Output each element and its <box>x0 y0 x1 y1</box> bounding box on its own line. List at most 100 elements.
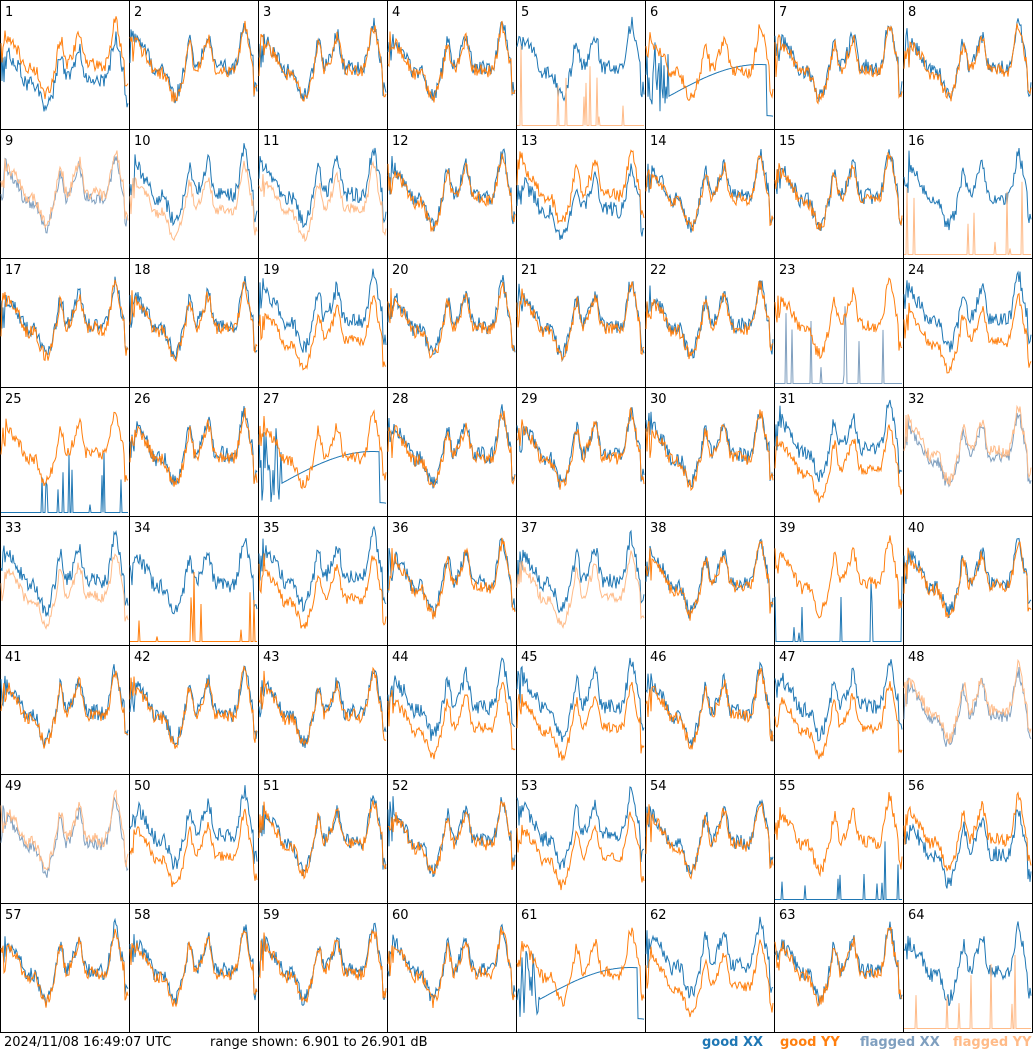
panel-label: 29 <box>521 392 538 407</box>
panel-label: 63 <box>779 908 796 923</box>
series-xx <box>387 20 516 101</box>
series-yy <box>645 280 774 360</box>
panel-15: 15 <box>774 129 904 259</box>
panel-label: 19 <box>263 263 280 278</box>
panel-label: 24 <box>908 263 925 278</box>
series-yy <box>387 281 516 359</box>
panel-label: 36 <box>392 521 409 536</box>
panel-17: 17 <box>0 258 130 388</box>
series-yy <box>904 954 1031 1029</box>
series-xx <box>645 538 774 619</box>
panel-label: 56 <box>908 779 925 794</box>
series-yy <box>258 25 387 102</box>
series-yy <box>387 410 516 489</box>
panel-51: 51 <box>258 774 388 904</box>
panel-label: 47 <box>779 650 796 665</box>
panel-53: 53 <box>516 774 646 904</box>
panel-label: 52 <box>392 779 409 794</box>
series-yy <box>258 666 387 747</box>
panel-label: 3 <box>263 5 271 20</box>
panel-6: 6 <box>645 0 775 130</box>
series-xx <box>645 411 774 488</box>
panel-62: 62 <box>645 903 775 1033</box>
series-yy <box>387 537 516 620</box>
series-xx <box>0 917 129 1007</box>
panel-label: 21 <box>521 263 538 278</box>
series-xx <box>516 529 645 614</box>
series-yy <box>516 281 645 363</box>
panel-11: 11 <box>258 129 388 259</box>
series-yy <box>904 181 1031 255</box>
panel-5: 5 <box>516 0 646 130</box>
legend-flagged-yy: flagged YY <box>953 1035 1032 1050</box>
series-yy <box>774 535 903 619</box>
panel-label: 59 <box>263 908 280 923</box>
panel-24: 24 <box>903 258 1033 388</box>
series-xx <box>775 306 902 384</box>
series-xx <box>1 452 128 513</box>
series-yy <box>129 808 258 888</box>
series-xx <box>0 31 129 112</box>
panel-label: 35 <box>263 521 280 536</box>
panel-43: 43 <box>258 645 388 775</box>
series-yy <box>903 292 1032 374</box>
panel-60: 60 <box>387 903 517 1033</box>
series-yy <box>516 927 645 1007</box>
panel-16: 16 <box>903 129 1033 259</box>
series-xx <box>775 841 902 900</box>
panel-41: 41 <box>0 645 130 775</box>
panel-label: 57 <box>5 908 22 923</box>
panel-label: 11 <box>263 134 280 149</box>
panel-label: 44 <box>392 650 409 665</box>
series-xx <box>516 657 645 743</box>
series-yy <box>130 571 257 642</box>
panel-50: 50 <box>129 774 259 904</box>
panel-34: 34 <box>129 516 259 646</box>
panel-label: 46 <box>650 650 667 665</box>
panel-label: 27 <box>263 392 280 407</box>
series-yy <box>903 658 1032 745</box>
series-yy <box>774 152 903 231</box>
panel-26: 26 <box>129 387 259 517</box>
panel-46: 46 <box>645 645 775 775</box>
panel-label: 53 <box>521 779 538 794</box>
series-yy <box>0 411 129 487</box>
panel-border <box>516 0 646 130</box>
panel-4: 4 <box>387 0 517 130</box>
panel-label: 23 <box>779 263 796 278</box>
panel-label: 30 <box>650 392 667 407</box>
series-yy <box>516 407 645 490</box>
series-yy <box>645 667 774 750</box>
panel-label: 13 <box>521 134 538 149</box>
series-yy <box>129 160 258 242</box>
panel-52: 52 <box>387 774 517 904</box>
panel-10: 10 <box>129 129 259 259</box>
series-xx <box>903 270 1032 353</box>
panel-8: 8 <box>903 0 1033 130</box>
panel-12: 12 <box>387 129 517 259</box>
panel-label: 6 <box>650 5 658 20</box>
panel-32: 32 <box>903 387 1033 517</box>
series-xx <box>258 147 387 229</box>
panel-35: 35 <box>258 516 388 646</box>
panel-47: 47 <box>774 645 904 775</box>
series-xx <box>516 786 645 870</box>
panel-40: 40 <box>903 516 1033 646</box>
series-yy <box>517 45 644 126</box>
panel-55: 55 <box>774 774 904 904</box>
series-yy <box>387 20 516 103</box>
panel-31: 31 <box>774 387 904 517</box>
series-yy <box>0 670 129 749</box>
panel-label: 18 <box>134 263 151 278</box>
series-yy <box>645 24 774 102</box>
series-yy <box>903 541 1032 619</box>
panel-label: 60 <box>392 908 409 923</box>
panel-63: 63 <box>774 903 904 1033</box>
panel-61: 61 <box>516 903 646 1033</box>
timestamp: 2024/11/08 16:49:07 UTC <box>4 1035 172 1050</box>
series-xx <box>258 525 387 613</box>
series-xx <box>645 916 774 999</box>
series-xx <box>129 785 258 870</box>
panel-label: 4 <box>392 5 400 20</box>
